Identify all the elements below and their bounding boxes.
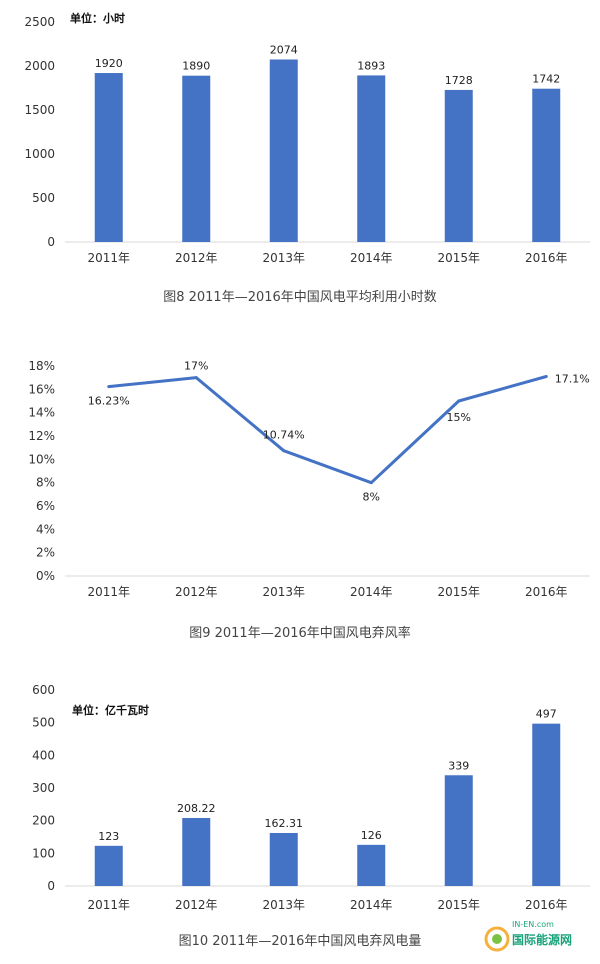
x-tick-label: 2013年 <box>262 898 305 912</box>
y-tick-label: 300 <box>32 781 55 795</box>
data-label: 208.22 <box>177 802 216 815</box>
data-label: 1890 <box>182 60 210 73</box>
x-tick-label: 2011年 <box>87 585 130 599</box>
unit-label: 单位：小时 <box>70 11 125 25</box>
y-tick-label: 600 <box>32 683 55 697</box>
y-tick-label: 0% <box>36 569 55 583</box>
x-tick-label: 2014年 <box>350 251 393 265</box>
y-tick-label: 0 <box>47 235 55 249</box>
x-tick-label: 2015年 <box>437 251 480 265</box>
bar-2013年 <box>269 832 298 886</box>
data-label: 497 <box>536 708 557 721</box>
data-label: 8% <box>363 491 380 504</box>
point-2014年 <box>369 481 373 485</box>
point-2013年 <box>282 449 286 453</box>
chart-caption: 图10 2011年—2016年中国风电弃风电量 <box>179 934 422 949</box>
data-label: 10.74% <box>263 429 305 442</box>
bar-2014年 <box>357 844 386 886</box>
x-tick-label: 2013年 <box>262 585 305 599</box>
data-label: 16.23% <box>88 395 130 408</box>
data-label: 123 <box>98 830 119 843</box>
bar-2013年 <box>269 59 298 242</box>
point-2011年 <box>107 385 111 389</box>
in-en-logo: IN-EN.com 国际能源网 <box>484 920 572 952</box>
leaf-logo-icon <box>492 934 502 944</box>
data-label: 17% <box>184 360 208 373</box>
y-tick-label: 500 <box>32 191 55 205</box>
bar-2016年 <box>532 88 561 242</box>
y-tick-label: 8% <box>36 476 55 490</box>
bar-2014年 <box>357 75 386 242</box>
bar-2015年 <box>444 89 473 242</box>
y-tick-label: 16% <box>28 382 55 396</box>
y-tick-label: 18% <box>28 359 55 373</box>
x-tick-label: 2014年 <box>350 585 393 599</box>
bar-2011年 <box>94 73 123 242</box>
y-tick-label: 6% <box>36 499 55 513</box>
watermark-name: 国际能源网 <box>512 932 572 947</box>
data-label: 2074 <box>270 43 298 56</box>
x-tick-label: 2012年 <box>175 585 218 599</box>
y-tick-label: 500 <box>32 716 55 730</box>
y-tick-label: 100 <box>32 846 55 860</box>
bar-2015年 <box>444 775 473 886</box>
data-label: 1742 <box>532 73 560 86</box>
chart-avg-utilization-hours: 单位：小时 0 500 1000 1500 2000 2500 1920 1890 2074 1… <box>0 0 600 320</box>
bar-2012年 <box>182 75 211 243</box>
line-chart-curtailment-rate: 0% 2% 4% 6% 8% 10% 12% 14% 16% 18% 16.23% 17% 10.74… <box>28 359 590 641</box>
x-tick-label: 2013年 <box>262 251 305 265</box>
y-tick-label: 2500 <box>24 15 55 29</box>
data-label: 126 <box>361 829 382 842</box>
point-2015年 <box>457 399 461 403</box>
x-tick-label: 2012年 <box>175 898 218 912</box>
watermark-domain: IN-EN.com <box>512 920 554 929</box>
bar-2012年 <box>182 817 211 886</box>
bar-2011年 <box>94 845 123 886</box>
x-tick-label: 2015年 <box>437 585 480 599</box>
data-label: 162.31 <box>265 817 304 830</box>
chart-curtailment-rate: 0% 2% 4% 6% 8% 10% 12% 14% 16% 18% 16.23% 17% 10.74… <box>0 320 600 650</box>
chart-curtailed-energy: 单位：亿千瓦时 0 100 200 300 400 500 600 123 208.22 162… <box>0 650 600 964</box>
y-tick-label: 10% <box>28 452 55 466</box>
x-tick-label: 2011年 <box>87 898 130 912</box>
x-tick-label: 2015年 <box>437 898 480 912</box>
x-tick-label: 2016年 <box>525 898 568 912</box>
x-tick-label: 2016年 <box>525 585 568 599</box>
y-tick-label: 1500 <box>24 103 55 117</box>
data-label: 1728 <box>445 74 473 87</box>
y-tick-label: 12% <box>28 429 55 443</box>
y-tick-label: 1000 <box>24 147 55 161</box>
data-label: 17.1% <box>555 373 590 386</box>
data-label: 1893 <box>357 59 385 72</box>
y-tick-label: 4% <box>36 522 55 536</box>
x-tick-label: 2011年 <box>87 251 130 265</box>
data-label: 15% <box>447 411 471 424</box>
unit-label: 单位：亿千瓦时 <box>72 703 149 717</box>
bar-chart-curtailed-energy: 单位：亿千瓦时 0 100 200 300 400 500 600 123 208.22 162… <box>32 683 590 952</box>
y-tick-label: 200 <box>32 814 55 828</box>
series-line-curtailment-rate <box>108 375 547 485</box>
y-tick-label: 0 <box>47 879 55 893</box>
bar-2016年 <box>532 723 561 886</box>
x-tick-label: 2016年 <box>525 251 568 265</box>
y-tick-label: 2000 <box>24 59 55 73</box>
x-tick-label: 2014年 <box>350 898 393 912</box>
y-tick-label: 14% <box>28 406 55 420</box>
x-tick-label: 2012年 <box>175 251 218 265</box>
chart-caption: 图9 2011年—2016年中国风电弃风率 <box>189 625 411 641</box>
data-label: 339 <box>448 759 469 772</box>
data-label: 1920 <box>95 57 123 70</box>
y-tick-label: 400 <box>32 748 55 762</box>
bar-chart-utilization: 单位：小时 0 500 1000 1500 2000 2500 1920 1890 2074 1… <box>24 11 590 305</box>
point-2016年 <box>544 375 548 378</box>
y-tick-label: 2% <box>36 546 55 560</box>
sun-logo-icon <box>484 926 510 952</box>
chart-caption: 图8 2011年—2016年中国风电平均利用小时数 <box>163 290 437 305</box>
point-2012年 <box>194 376 198 380</box>
